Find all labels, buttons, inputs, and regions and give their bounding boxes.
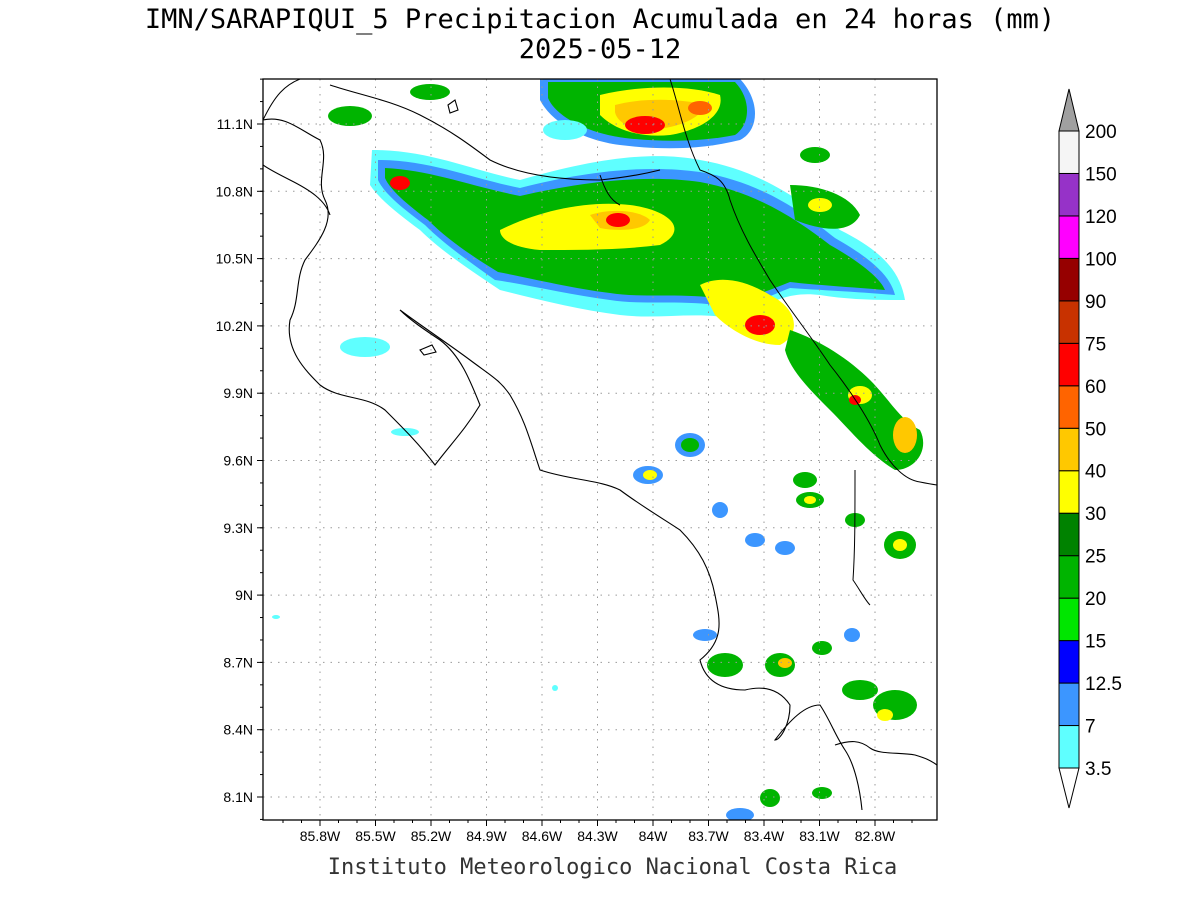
colorbar-label: 200: [1085, 122, 1117, 143]
precipitation-colorbar: 3.5 7 12.5 15 20 25 30 40 50 60 75 90 100 120 150 200: [1058, 88, 1122, 809]
colorbar-label: 150: [1085, 164, 1117, 185]
colorbar-label: 50: [1085, 419, 1106, 440]
colorbar-label: 75: [1085, 334, 1106, 355]
rain-cells-scattered: [272, 84, 917, 820]
lat-tick-label: 9.3N: [223, 520, 253, 536]
colorbar-box: [1058, 385, 1080, 429]
lat-tick-label: 9.9N: [223, 385, 253, 401]
coastline: [263, 84, 937, 811]
colorbar-box: [1058, 300, 1080, 344]
colorbar-label: 12.5: [1085, 674, 1122, 695]
colorbar-lower-triangle: [1058, 767, 1080, 809]
colorbar-box: [1058, 470, 1080, 514]
map-title: IMN/SARAPIQUI_5 Precipitacion Acumulada …: [144, 4, 1056, 35]
colorbar-box: [1058, 130, 1080, 174]
lon-tick-label: 85.8W: [300, 828, 341, 844]
colorbar-label: 3.5: [1085, 759, 1111, 780]
colorbar-label: 40: [1085, 462, 1106, 483]
latitude-axis: 11.1N 10.8N 10.5N 10.2N 9.9N 9.6N 9.3N 9N 8.7N 8.…: [216, 78, 263, 820]
lon-tick-label: 83.1W: [799, 828, 840, 844]
colorbar-box: [1058, 555, 1080, 599]
lon-tick-label: 83.4W: [744, 828, 785, 844]
national-borders: [263, 79, 937, 606]
lat-tick-label: 8.1N: [223, 789, 253, 805]
colorbar-label: 15: [1085, 632, 1106, 653]
colorbar-label: 60: [1085, 377, 1106, 398]
lon-tick-label: 84.3W: [577, 828, 618, 844]
lon-tick-label: 84.6W: [522, 828, 563, 844]
colorbar-box: [1058, 342, 1080, 387]
map-frame: [262, 78, 938, 821]
lat-tick-label: 10.5N: [216, 251, 253, 267]
colorbar-box: [1058, 427, 1080, 472]
map-date: 2025-05-12: [518, 34, 682, 65]
colorbar-label: 25: [1085, 547, 1106, 568]
colorbar-box: [1058, 512, 1080, 557]
colorbar-box: [1058, 257, 1080, 302]
precipitation-field: [272, 79, 924, 820]
lat-tick-label: 9.6N: [223, 453, 253, 469]
longitude-axis: 85.8W 85.5W 85.2W 84.9W 84.6W 84.3W 84W 83.7W 83…: [282, 820, 913, 844]
map-credit: Instituto Meteorologico Nacional Costa R…: [327, 855, 898, 880]
colorbar-box: [1058, 215, 1080, 259]
colorbar-label: 120: [1085, 207, 1117, 228]
colorbar-box: [1058, 172, 1080, 217]
lon-tick-label: 85.2W: [411, 828, 452, 844]
rain-band-east: [785, 147, 924, 470]
colorbar-label: 30: [1085, 504, 1106, 525]
lat-tick-label: 11.1N: [217, 116, 253, 132]
colorbar-box: [1058, 597, 1080, 642]
lat-tick-label: 9N: [235, 587, 253, 603]
colorbar-label: 7: [1085, 717, 1096, 738]
colorbar-label: 20: [1085, 589, 1106, 610]
colorbar-box: [1058, 640, 1080, 684]
colorbar-label: 90: [1085, 292, 1106, 313]
lon-tick-label: 84.9W: [466, 828, 507, 844]
lat-tick-label: 8.4N: [223, 722, 253, 738]
lat-tick-label: 8.7N: [223, 654, 253, 670]
lon-tick-label: 82.8W: [855, 828, 896, 844]
lat-tick-label: 10.2N: [216, 318, 253, 334]
lat-tick-label: 10.8N: [216, 183, 253, 199]
colorbar-box: [1058, 682, 1080, 727]
lon-tick-label: 83.7W: [688, 828, 729, 844]
colorbar-label: 100: [1085, 249, 1117, 270]
colorbar-upper-triangle: [1058, 88, 1080, 132]
colorbar-box: [1058, 725, 1080, 769]
lon-tick-label: 85.5W: [355, 828, 396, 844]
lon-tick-label: 84W: [639, 828, 669, 844]
rain-band-north: [370, 150, 905, 345]
